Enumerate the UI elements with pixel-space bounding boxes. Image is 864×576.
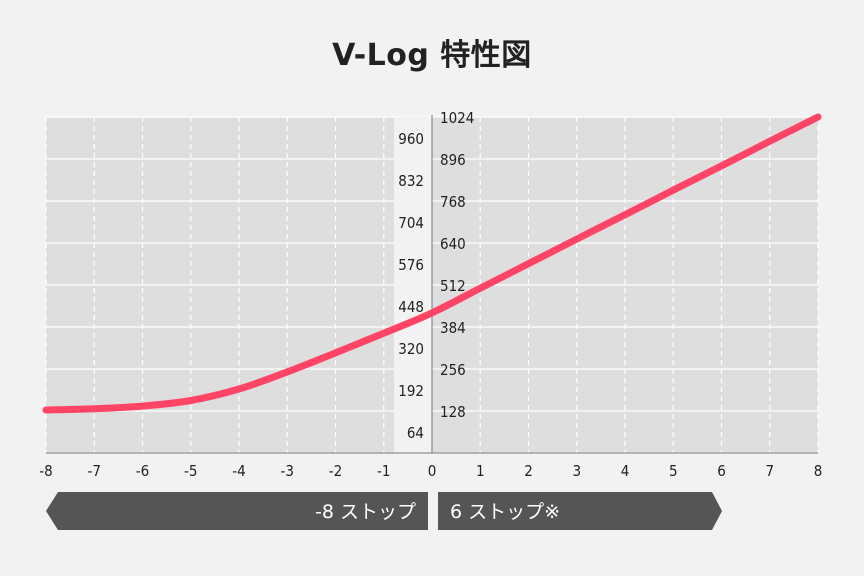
y-tick-label-left: 64 [407,424,424,442]
minus-stops-banner [46,492,428,530]
y-tick-label-left: 192 [398,382,424,400]
y-tick-label-left: 576 [398,256,424,274]
x-tick-label: 0 [428,462,437,480]
y-tick-label-left: 832 [398,172,424,190]
x-tick-label: 2 [524,462,533,480]
y-tick-label-left: 448 [398,298,424,316]
left-axis-label-strip [394,117,432,453]
y-tick-label-left: 960 [398,130,424,148]
x-tick-label: 1 [476,462,485,480]
x-tick-label: 4 [621,462,630,480]
y-tick-label-right: 1024 [440,109,474,127]
y-tick-label-right: 768 [440,193,466,211]
x-tick-label: -5 [184,462,197,480]
y-tick-label-right: 128 [440,403,466,421]
y-tick-label-right: 512 [440,277,466,295]
y-tick-label-right: 384 [440,319,466,337]
x-tick-label: 8 [814,462,823,480]
x-tick-label: -3 [281,462,294,480]
chart-title: V-Log 特性図 [332,38,532,73]
x-tick-label: -8 [39,462,52,480]
minus-stops-label: -8 ストップ [315,501,416,523]
y-tick-label-left: 320 [398,340,424,358]
plus-stops-label: 6 ストップ※ [450,501,560,523]
y-tick-label-left: 704 [398,214,424,232]
y-tick-label-right: 256 [440,361,466,379]
x-tick-label: -7 [88,462,101,480]
plus-stops-banner [438,492,722,530]
x-tick-label: 7 [765,462,774,480]
x-tick-label: 3 [572,462,581,480]
x-tick-label: -4 [232,462,245,480]
x-tick-label: -6 [136,462,149,480]
x-tick-label: 5 [669,462,678,480]
vlog-curve [42,113,822,414]
y-tick-label-right: 640 [440,235,466,253]
x-tick-label: -2 [329,462,342,480]
y-tick-label-right: 896 [440,151,466,169]
x-tick-label: 6 [717,462,726,480]
x-tick-label: -1 [377,462,390,480]
